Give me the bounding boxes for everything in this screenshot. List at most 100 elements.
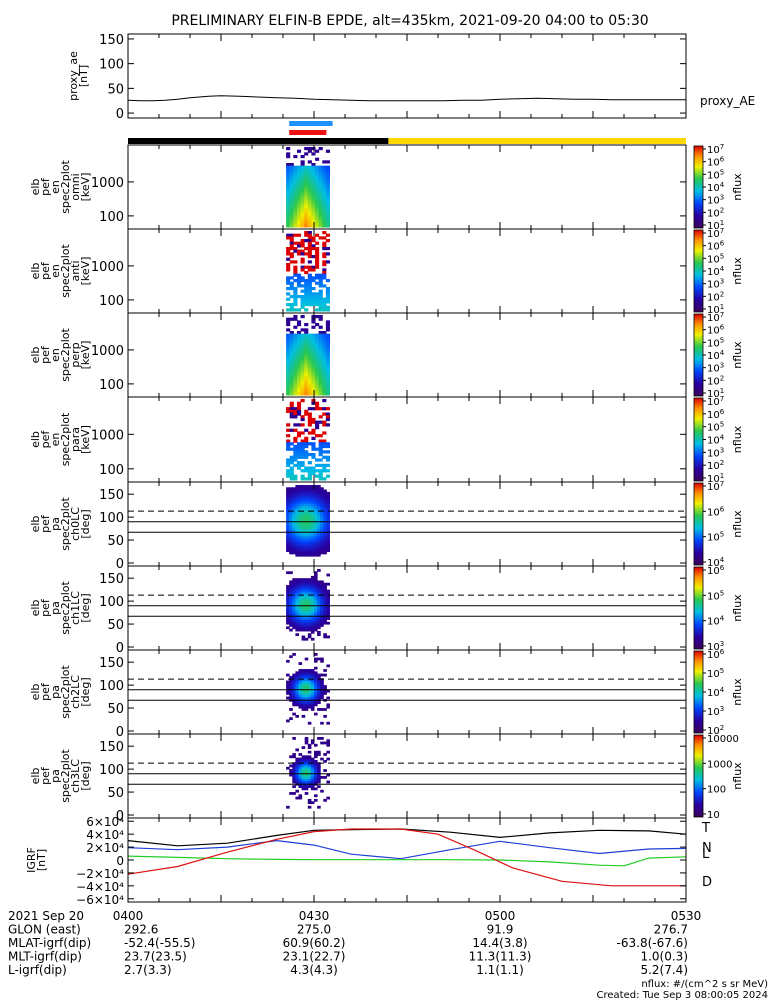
- pitch-cell: [307, 537, 312, 541]
- colorbar: [693, 397, 704, 482]
- pitch-cell: [310, 605, 315, 609]
- spectrogram-cell: [304, 205, 309, 209]
- pitch-cell: [298, 682, 303, 686]
- pitch-cell: [310, 619, 315, 623]
- spectrogram-cell: [325, 344, 330, 348]
- spectrogram-cell: [322, 466, 327, 470]
- pitch-cell: [301, 787, 306, 791]
- spectrogram-cell: [325, 192, 330, 196]
- pitch-cell: [317, 528, 321, 532]
- pitch-cell: [307, 696, 312, 700]
- pitch-cell: [295, 501, 299, 504]
- spectrogram-cell: [304, 179, 309, 183]
- spectrogram-cell: [293, 173, 298, 177]
- pitch-cell: [314, 701, 318, 704]
- y-tick-label: 50: [107, 534, 124, 549]
- pitch-cell: [320, 689, 324, 693]
- pitch-cell: [310, 617, 315, 620]
- pitch-cell: [298, 621, 303, 625]
- spectrogram-cell: [289, 173, 294, 177]
- pitch-cell: [289, 624, 293, 627]
- spectrogram-cell: [296, 203, 302, 207]
- spectrogram-cell: [293, 415, 298, 419]
- pitch-cell: [286, 612, 290, 616]
- spectrogram-cell: [300, 431, 305, 435]
- spectrogram-cell: [289, 216, 294, 220]
- pitch-cell: [320, 708, 324, 711]
- spectrogram-cell: [307, 300, 312, 304]
- pitch-cell: [301, 582, 306, 586]
- spectrogram-cell: [296, 149, 302, 153]
- pitch-cell: [317, 624, 321, 627]
- spectrogram-cell: [289, 389, 294, 393]
- pitch-cell: [307, 776, 312, 779]
- spectrogram-cell: [293, 260, 298, 264]
- spectrogram-cell: [286, 249, 291, 253]
- spectrogram-cell: [286, 203, 291, 207]
- pitch-cell: [314, 578, 318, 581]
- panel-ylabel-line: pef: [39, 430, 52, 449]
- pitch-cell: [301, 757, 306, 761]
- pitch-cell: [298, 514, 303, 518]
- pitch-cell: [298, 528, 303, 532]
- pitch-cell: [292, 517, 296, 520]
- pitch-cell: [307, 505, 312, 509]
- pitch-cell: [317, 673, 321, 677]
- pitch-cell: [304, 685, 309, 688]
- colorbar-tick-label: 107: [707, 143, 724, 156]
- pitch-cell: [307, 549, 312, 553]
- spectrogram-cell: [286, 439, 291, 443]
- spectrogram-cell: [322, 336, 327, 340]
- spectrogram-cell: [304, 287, 309, 291]
- spectrogram-cell: [304, 284, 309, 288]
- spectrogram-cell: [325, 176, 330, 180]
- spectrogram-cell: [293, 333, 298, 337]
- spectrogram-cell: [325, 339, 330, 343]
- spectrogram-cell: [296, 466, 302, 470]
- pitch-cell: [314, 551, 318, 555]
- pitch-cell: [292, 753, 296, 756]
- pitch-cell: [292, 608, 296, 611]
- colorbar-tick-label: 106: [707, 408, 725, 421]
- spectrogram-cell: [289, 347, 294, 351]
- spectrogram-cell: [315, 224, 320, 228]
- spectrogram-cell: [296, 295, 302, 299]
- proxy-ae-line: [127, 95, 686, 102]
- pitch-cell: [295, 585, 299, 588]
- colorbar-tick-label: 107: [707, 227, 724, 240]
- pitch-cell: [317, 657, 321, 661]
- pitch-cell: [286, 685, 290, 688]
- pitch-cell: [314, 696, 318, 700]
- spectrogram-cell: [286, 303, 291, 307]
- colorbar-tick-label: 106: [707, 240, 725, 253]
- pitch-cell: [317, 692, 321, 695]
- pitch-cell: [301, 680, 306, 684]
- pitch-cell: [304, 759, 309, 763]
- spectrogram-cell: [307, 442, 312, 446]
- pitch-cell: [301, 785, 306, 788]
- colorbar-unit-label: nflux: [731, 762, 744, 790]
- spectrogram-cell: [289, 284, 294, 288]
- spectrogram-cell: [289, 197, 294, 201]
- spectrogram-cell: [315, 281, 320, 285]
- spectrogram-cell: [311, 303, 316, 307]
- pitch-cell: [310, 546, 315, 550]
- spectrogram-cell: [289, 165, 294, 169]
- spectrogram-cell: [315, 300, 320, 304]
- spectrogram-cell: [311, 187, 316, 191]
- panel-ylabel-line: ch1LC: [69, 591, 82, 625]
- pitch-cell: [289, 689, 293, 693]
- spectrogram-cell: [315, 273, 320, 277]
- pitch-cell: [292, 501, 296, 504]
- spectrogram-cell: [325, 412, 330, 416]
- pitch-cell: [292, 487, 296, 491]
- pitch-cell: [298, 578, 303, 581]
- spectrogram-cell: [286, 308, 291, 312]
- pitch-cell: [307, 535, 312, 539]
- pitch-cell: [292, 521, 296, 525]
- spectrogram-cell: [311, 363, 316, 367]
- ephemeris-value: 60.9(60.2): [283, 936, 346, 950]
- pitch-cell: [326, 521, 330, 525]
- pitch-cell: [298, 764, 303, 768]
